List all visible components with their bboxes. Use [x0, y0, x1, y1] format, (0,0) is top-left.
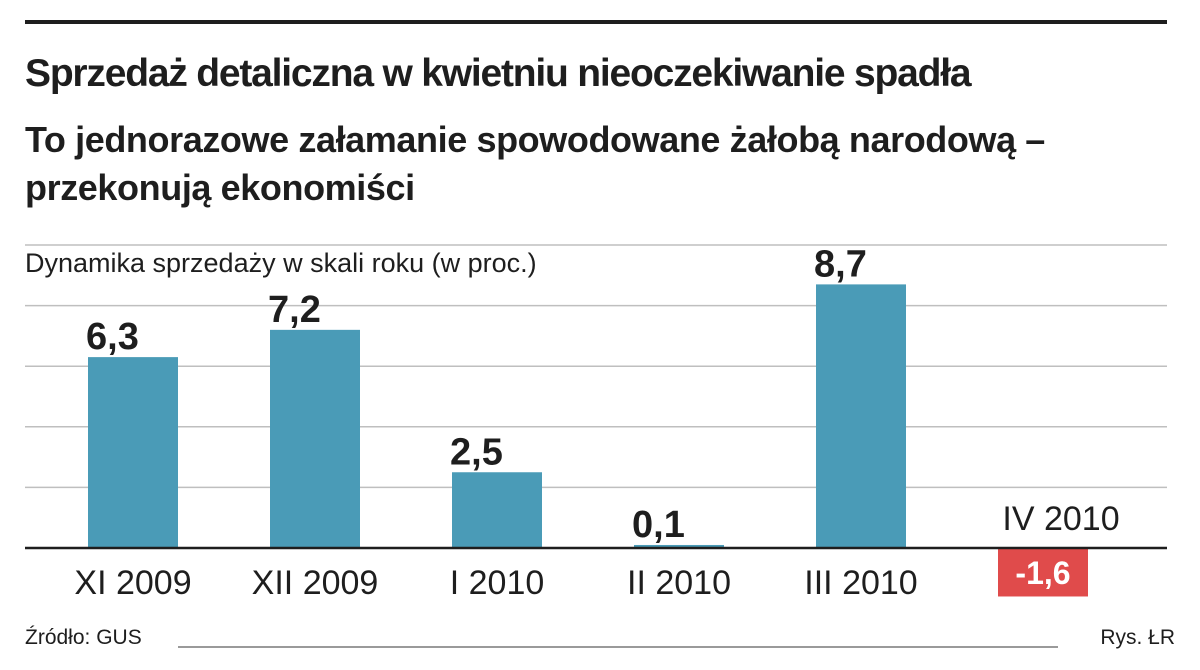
credit-note: Rys. ŁR	[1100, 626, 1175, 649]
chart-subtitle: To jednorazowe załamanie spowodowane żał…	[25, 119, 1045, 208]
top-rule	[25, 20, 1167, 24]
category-label: I 2010	[450, 564, 545, 602]
category-label: III 2010	[804, 564, 917, 602]
data-label: 7,2	[268, 289, 321, 331]
data-label: -1,6	[1015, 555, 1070, 591]
category-label: IV 2010	[1002, 500, 1119, 538]
bars	[88, 284, 1088, 597]
bar	[998, 548, 1088, 597]
bar	[452, 472, 542, 548]
data-labels: 6,3 7,2 2,5 0,1 8,7 -1,6	[86, 243, 1071, 591]
gridlines	[25, 244, 1167, 489]
category-labels: XI 2009 XII 2009 I 2010 II 2010 III 2010 IV 2…	[74, 500, 1119, 602]
bar	[816, 284, 906, 548]
data-label: 8,7	[814, 243, 867, 285]
category-label: XI 2009	[74, 564, 191, 602]
data-label: 6,3	[86, 316, 139, 358]
data-label: 0,1	[632, 504, 685, 546]
category-label: XII 2009	[252, 564, 379, 602]
source-note: Źródło: GUS	[25, 626, 142, 649]
footer-rule	[178, 646, 1058, 648]
bar	[88, 357, 178, 548]
chart-title: Sprzedaż detaliczna w kwietniu nieoczeki…	[25, 52, 972, 95]
data-label: 2,5	[450, 431, 503, 473]
bar	[270, 329, 360, 548]
category-label: II 2010	[627, 564, 731, 602]
y-axis-label: Dynamika sprzedaży w skali roku (w proc.…	[25, 248, 537, 278]
